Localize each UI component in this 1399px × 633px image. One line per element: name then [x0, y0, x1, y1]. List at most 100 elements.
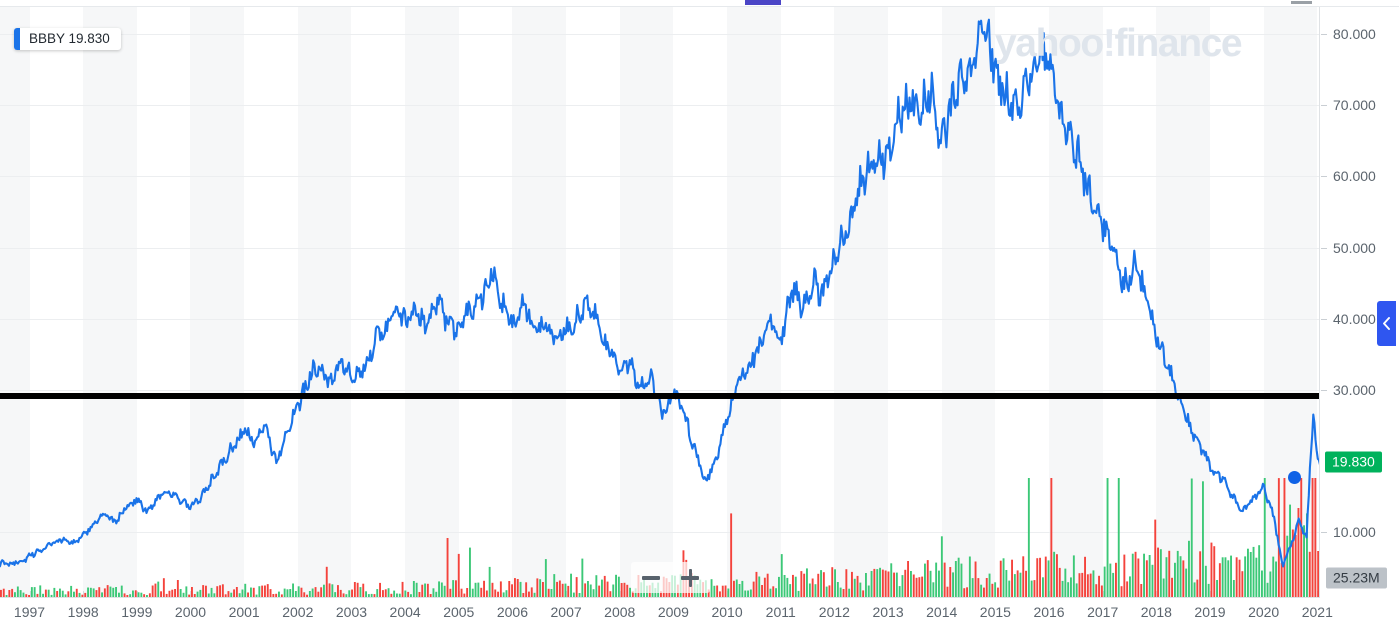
volume-bar: [61, 590, 64, 598]
volume-bar: [1081, 572, 1084, 598]
volume-bar: [393, 590, 396, 598]
volume-bar: [806, 568, 808, 598]
volume-bar: [151, 585, 154, 598]
volume-bar: [572, 592, 575, 598]
volume-bar: [623, 582, 626, 598]
y-axis-tick-label: 30.000: [1333, 381, 1376, 398]
volume-bar: [769, 588, 772, 598]
x-axis-tick: [1049, 591, 1051, 598]
volume-bar: [258, 586, 261, 598]
zoom-in-button[interactable]: [679, 567, 701, 589]
volume-bar: [1154, 519, 1157, 598]
volume-bar: [786, 577, 789, 598]
volume-bar: [219, 585, 221, 598]
y-axis-tick: [1321, 319, 1327, 320]
volume-bar: [792, 574, 794, 598]
volume-bar: [176, 580, 179, 598]
volume-bar: [404, 590, 407, 598]
volume-bar: [755, 571, 758, 598]
volume-bar: [1036, 558, 1039, 598]
volume-bar: [1171, 577, 1173, 598]
browser-tab-indicator[interactable]: [745, 0, 781, 5]
volume-bar: [440, 582, 443, 598]
volume-bar: [1216, 580, 1218, 598]
volume-bar: [2, 588, 5, 598]
x-axis-tick-label: 2010: [711, 604, 743, 620]
legend-color-swatch: [14, 28, 20, 50]
y-axis[interactable]: 80.000 70.000 60.000 50.000 40.000 30.000 10.0…: [1321, 7, 1399, 598]
volume-bar: [1159, 549, 1162, 598]
volume-bar: [471, 588, 474, 598]
x-axis-tick-label: 2008: [604, 604, 636, 620]
volume-bar: [1193, 582, 1196, 598]
x-axis-tick: [1156, 591, 1158, 598]
volume-bar: [530, 587, 533, 598]
x-axis-tick: [673, 591, 675, 598]
volume-bar: [73, 591, 75, 598]
current-price-badge: 19.830: [1325, 451, 1382, 473]
volume-bar: [1252, 546, 1255, 598]
volume-bar: [940, 536, 943, 598]
volume-bar: [1140, 584, 1143, 598]
volume-bar: [70, 585, 73, 598]
volume-bar: [81, 594, 84, 598]
volume-bar: [255, 594, 258, 598]
volume-bar: [485, 590, 488, 598]
volume-bar: [280, 594, 283, 598]
x-axis-tick-label: 2002: [282, 604, 314, 620]
volume-bar: [716, 585, 719, 598]
volume-bar: [831, 567, 834, 598]
volume-bar: [1120, 586, 1123, 598]
volume-bar: [474, 582, 477, 598]
price-line: [0, 18, 1320, 568]
x-axis-tick-label: 2000: [174, 604, 207, 620]
volume-bar: [634, 588, 637, 598]
volume-bar: [446, 538, 449, 598]
volume-bar: [373, 594, 376, 598]
zoom-out-button[interactable]: [640, 567, 662, 589]
volume-bar: [848, 588, 851, 598]
x-axis-tick-label: 2009: [657, 604, 689, 620]
chart-plot-area[interactable]: BBBY 19.830 yahoo!finance: [0, 7, 1320, 598]
volume-bar: [1044, 556, 1047, 598]
x-axis-tick-label: 2019: [1194, 604, 1226, 620]
watermark-text-part2: finance: [1114, 22, 1242, 65]
x-axis-tick-label: 2001: [228, 604, 260, 620]
volume-bar: [328, 583, 331, 598]
volume-bar: [171, 589, 174, 598]
volume-bar: [575, 577, 578, 598]
volume-bar: [460, 588, 463, 598]
zoom-controls[interactable]: [631, 562, 710, 593]
volume-bar: [252, 587, 255, 598]
top-right-handle[interactable]: [1291, 1, 1312, 4]
volume-bar: [33, 587, 36, 598]
volume-bar: [39, 585, 42, 598]
y-axis-tick-label: 80.000: [1333, 25, 1376, 42]
x-axis-tick-label: 2011: [765, 604, 796, 620]
volume-bar: [570, 573, 572, 598]
volume-bar: [98, 587, 101, 598]
volume-bar: [384, 589, 387, 598]
volume-bar: [157, 581, 160, 598]
volume-bar: [426, 583, 429, 598]
volume-bar: [1039, 557, 1041, 598]
volume-bar: [539, 579, 542, 598]
volume-bar: [1202, 481, 1204, 598]
volume-bar: [926, 560, 929, 598]
volume-bar: [954, 561, 957, 598]
volume-bar: [56, 591, 59, 598]
volume-bar: [1070, 577, 1072, 598]
volume-bar: [443, 585, 446, 598]
volume-bar: [14, 592, 16, 598]
series-legend[interactable]: BBBY 19.830: [14, 28, 121, 50]
yahoo-finance-watermark: yahoo!finance: [995, 22, 1243, 66]
volume-bar: [581, 558, 584, 598]
volume-bar: [1025, 570, 1027, 598]
x-axis-tick: [29, 591, 31, 598]
volume-bar: [853, 578, 856, 598]
volume-bar: [89, 587, 92, 598]
volume-bar: [794, 576, 797, 598]
volume-bar: [1314, 478, 1317, 598]
volume-bar: [1078, 573, 1081, 598]
collapse-panel-button[interactable]: [1377, 301, 1396, 346]
